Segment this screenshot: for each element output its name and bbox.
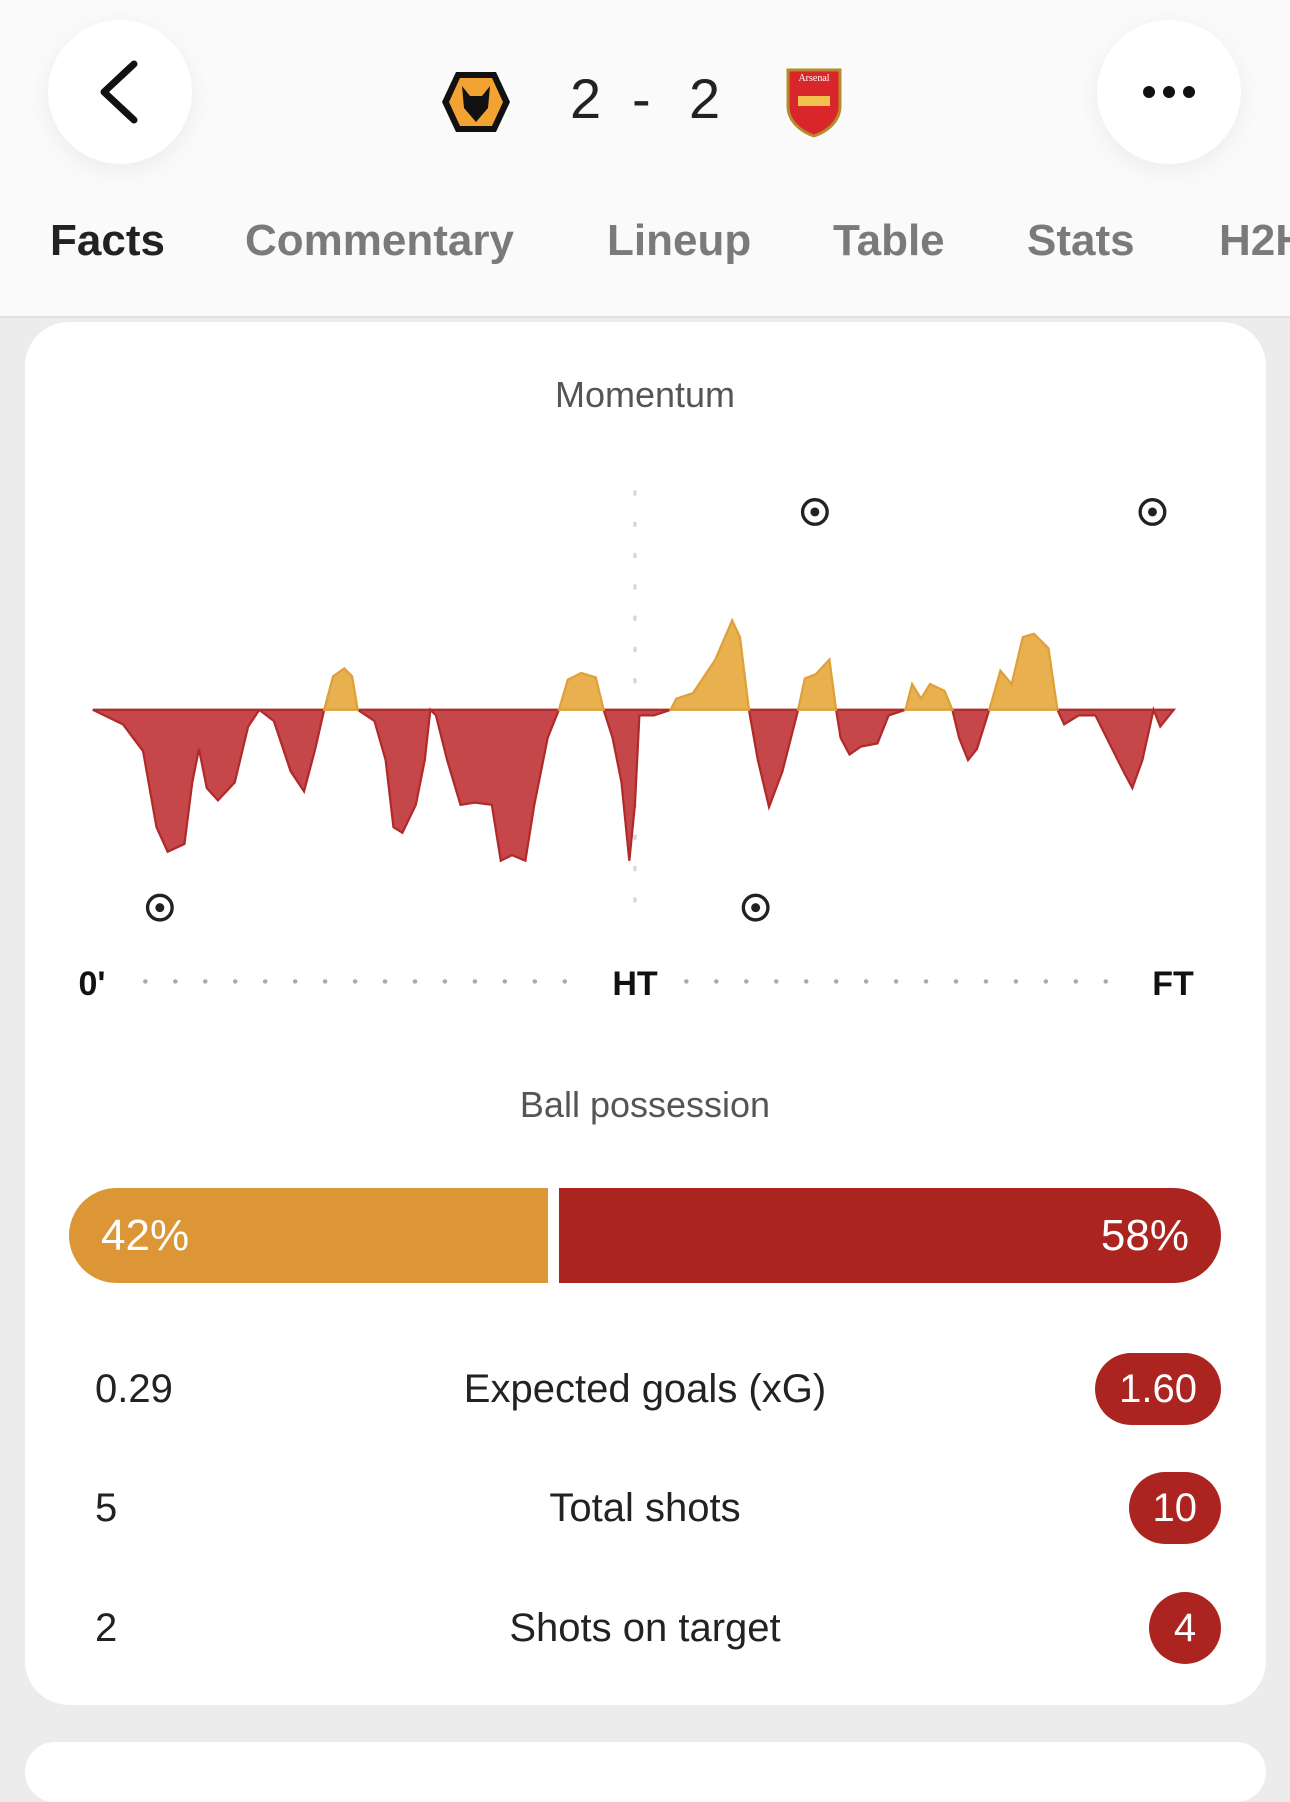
away-stat: 10: [1128, 1472, 1221, 1544]
stats-card: [25, 322, 1266, 1705]
more-button[interactable]: [1097, 20, 1241, 164]
back-icon: [100, 60, 138, 124]
possession-title: Ball possession: [519, 1084, 771, 1125]
svg-text:Arsenal: Arsenal: [798, 73, 829, 84]
stat-row: 0.29 Expected goals (xG) 1.60: [69, 1353, 1221, 1425]
tab[interactable]: Table: [833, 216, 945, 265]
away-badge: Arsenal: [786, 68, 842, 138]
tab[interactable]: Lineup: [607, 216, 752, 265]
timeline-end: FT: [1152, 965, 1194, 1003]
away-possession-label: 58%: [1100, 1211, 1189, 1260]
home-stat: 5: [95, 1486, 118, 1530]
home-possession-label: 42%: [101, 1211, 190, 1260]
header: [0, 0, 1290, 318]
timeline-half: HT: [612, 965, 658, 1003]
away-score: 2: [689, 67, 721, 130]
away-possession-bar: 58%: [559, 1188, 1221, 1283]
home-stat: 2: [95, 1606, 118, 1650]
more-icon: [1143, 86, 1195, 98]
stat-name: Total shots: [549, 1486, 741, 1530]
back-button[interactable]: [48, 20, 192, 164]
stat-name: Expected goals (xG): [463, 1367, 827, 1411]
away-stat: 4: [1149, 1592, 1221, 1664]
tab[interactable]: Commentary: [245, 216, 514, 265]
timeline-start: 0': [78, 965, 106, 1003]
tab[interactable]: Facts: [50, 216, 165, 265]
tab[interactable]: Stats: [1027, 216, 1135, 265]
home-badge: [442, 72, 510, 132]
tab[interactable]: H2H: [1219, 216, 1290, 265]
home-stat: 0.29: [95, 1367, 173, 1411]
stat-row: 5 Total shots 10: [69, 1472, 1221, 1544]
momentum-title: Momentum: [554, 374, 736, 415]
stat-name: Shots on target: [509, 1606, 781, 1650]
away-stat: 1.60: [1095, 1353, 1221, 1425]
home-score: 2: [570, 67, 602, 130]
home-possession-bar: 42%: [69, 1188, 549, 1283]
score-separator: -: [632, 67, 651, 130]
momentum-chart: [92, 490, 1177, 984]
next-card: [25, 1742, 1266, 1802]
stat-row: 2 Shots on target 4: [69, 1592, 1221, 1664]
